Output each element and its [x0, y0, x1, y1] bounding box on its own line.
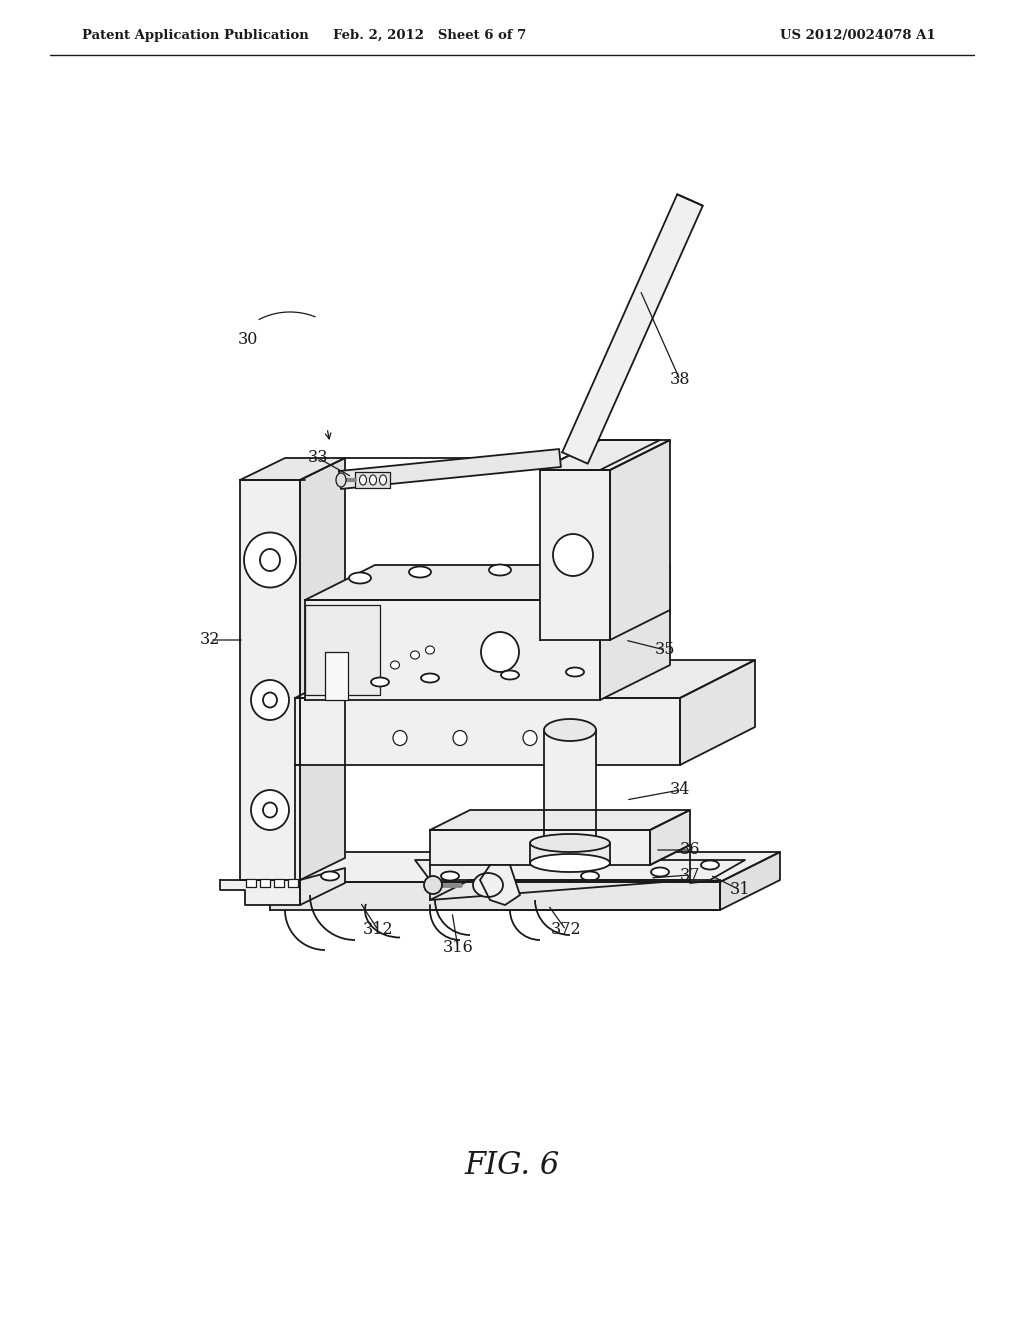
Polygon shape [300, 458, 345, 880]
Polygon shape [339, 449, 561, 488]
Ellipse shape [251, 680, 289, 719]
Ellipse shape [523, 730, 537, 746]
Ellipse shape [530, 834, 610, 851]
Ellipse shape [544, 840, 596, 861]
Ellipse shape [263, 803, 278, 817]
Ellipse shape [701, 861, 719, 870]
Polygon shape [430, 830, 650, 865]
Polygon shape [680, 660, 755, 766]
Polygon shape [415, 861, 745, 880]
Polygon shape [325, 652, 348, 700]
Ellipse shape [544, 719, 596, 741]
Text: FIG. 6: FIG. 6 [464, 1150, 560, 1180]
Ellipse shape [651, 867, 669, 876]
Ellipse shape [489, 565, 511, 576]
Ellipse shape [336, 473, 346, 487]
Ellipse shape [321, 871, 339, 880]
Ellipse shape [424, 876, 442, 894]
Ellipse shape [409, 566, 431, 578]
Polygon shape [260, 879, 270, 887]
Ellipse shape [251, 789, 289, 830]
Ellipse shape [244, 532, 296, 587]
Polygon shape [600, 565, 670, 700]
Text: 312: 312 [362, 921, 393, 939]
Ellipse shape [566, 668, 584, 676]
Text: 38: 38 [670, 371, 690, 388]
Text: US 2012/0024078 A1: US 2012/0024078 A1 [780, 29, 936, 41]
Text: 32: 32 [200, 631, 220, 648]
Text: Feb. 2, 2012   Sheet 6 of 7: Feb. 2, 2012 Sheet 6 of 7 [334, 29, 526, 41]
Polygon shape [305, 601, 600, 700]
Polygon shape [246, 879, 256, 887]
Polygon shape [540, 470, 610, 640]
Text: 316: 316 [442, 940, 473, 957]
Text: 31: 31 [730, 882, 751, 899]
Ellipse shape [426, 645, 434, 653]
Text: 35: 35 [654, 642, 675, 659]
Polygon shape [300, 869, 345, 906]
Ellipse shape [441, 871, 459, 880]
Ellipse shape [530, 854, 610, 873]
Text: 37: 37 [680, 866, 700, 883]
Ellipse shape [473, 873, 503, 898]
Ellipse shape [380, 475, 386, 484]
Polygon shape [610, 440, 670, 640]
Polygon shape [355, 473, 390, 488]
Ellipse shape [263, 693, 278, 708]
Ellipse shape [393, 730, 407, 746]
Ellipse shape [453, 730, 467, 746]
Text: 36: 36 [680, 842, 700, 858]
Ellipse shape [501, 671, 519, 680]
Ellipse shape [411, 651, 420, 659]
Text: 372: 372 [551, 921, 582, 939]
Text: 34: 34 [670, 781, 690, 799]
Ellipse shape [421, 673, 439, 682]
Ellipse shape [349, 573, 371, 583]
Polygon shape [274, 879, 284, 887]
Ellipse shape [371, 677, 389, 686]
Text: Patent Application Publication: Patent Application Publication [82, 29, 309, 41]
Polygon shape [240, 458, 345, 480]
Text: 33: 33 [308, 450, 329, 466]
Polygon shape [305, 605, 380, 696]
Polygon shape [430, 810, 690, 830]
Polygon shape [480, 865, 520, 906]
Polygon shape [270, 851, 780, 882]
Polygon shape [295, 698, 680, 766]
Ellipse shape [481, 632, 519, 672]
Polygon shape [544, 730, 596, 850]
Ellipse shape [359, 475, 367, 484]
Polygon shape [295, 660, 755, 698]
Polygon shape [305, 565, 670, 601]
Polygon shape [270, 882, 720, 909]
Ellipse shape [260, 549, 280, 572]
Polygon shape [220, 880, 300, 906]
Polygon shape [530, 843, 610, 863]
Ellipse shape [370, 475, 377, 484]
Polygon shape [650, 810, 690, 865]
Polygon shape [288, 879, 298, 887]
Ellipse shape [390, 661, 399, 669]
Text: 30: 30 [238, 331, 258, 348]
Polygon shape [540, 440, 670, 470]
Polygon shape [240, 480, 300, 880]
Ellipse shape [581, 871, 599, 880]
Ellipse shape [553, 535, 593, 576]
Polygon shape [562, 194, 702, 463]
Polygon shape [720, 851, 780, 909]
